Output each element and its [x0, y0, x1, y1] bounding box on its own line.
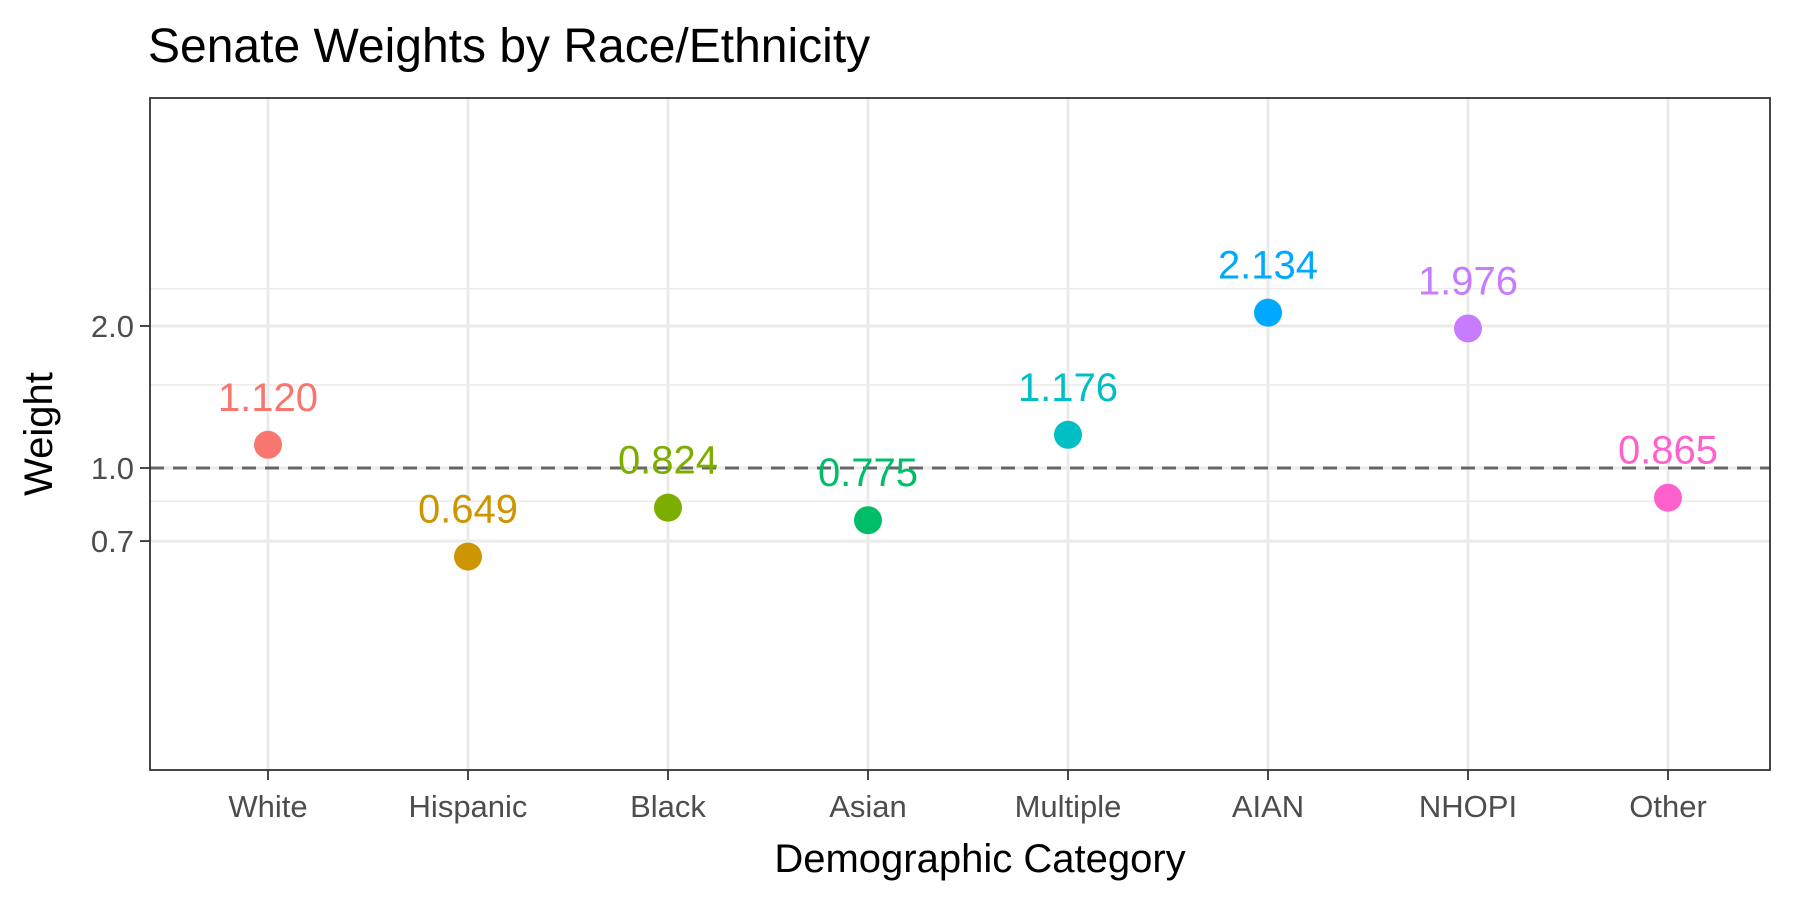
x-tick-label: Hispanic [409, 789, 528, 824]
data-point-white [254, 430, 282, 459]
y-tick-label: 0.7 [91, 524, 134, 559]
data-point-black [654, 493, 682, 522]
data-point-asian [854, 506, 882, 535]
data-labels: 1.120 0.649 0.824 0.775 1.176 2.134 1.976 0.865 [218, 244, 1718, 532]
x-tick-label: Multiple [1015, 789, 1122, 824]
data-points [254, 298, 1682, 571]
x-tick-label: NHOPI [1419, 789, 1517, 824]
x-tick-label: Other [1629, 789, 1707, 824]
data-label-black: 0.824 [618, 439, 718, 483]
data-label-white: 1.120 [218, 376, 318, 420]
data-label-aian: 2.134 [1218, 244, 1318, 288]
data-point-other [1654, 483, 1682, 512]
x-tick-label: Asian [829, 789, 907, 824]
x-axis: White Hispanic Black Asian Multiple AIAN NHOPI… [228, 770, 1707, 824]
data-point-hispanic [454, 542, 482, 571]
chart-title: Senate Weights by Race/Ethnicity [148, 20, 870, 73]
data-point-aian [1254, 298, 1282, 327]
gridlines [150, 98, 1770, 770]
y-tick-label: 2.0 [91, 309, 134, 344]
x-tick-label: White [228, 789, 307, 824]
panel-background [150, 98, 1770, 770]
data-label-asian: 0.775 [818, 451, 918, 495]
x-axis-title: Demographic Category [774, 837, 1185, 881]
data-label-hispanic: 0.649 [418, 488, 518, 532]
data-label-multiple: 1.176 [1018, 366, 1118, 410]
data-point-nhopi [1454, 314, 1482, 343]
data-point-multiple [1054, 420, 1082, 449]
x-tick-label: AIAN [1232, 789, 1304, 824]
plot-panel [149, 97, 1771, 771]
y-tick-label: 1.0 [91, 451, 134, 486]
data-label-other: 0.865 [1618, 429, 1718, 473]
x-tick-label: Black [630, 789, 706, 824]
data-label-nhopi: 1.976 [1418, 259, 1518, 303]
y-axis-title: Weight [17, 372, 61, 496]
y-axis: 0.7 1.0 2.0 [91, 309, 150, 559]
